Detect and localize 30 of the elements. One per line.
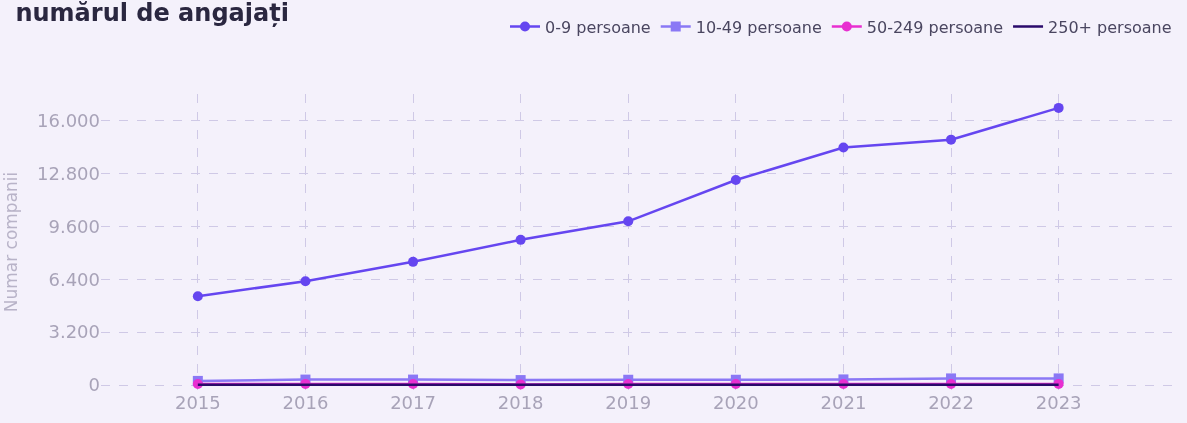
point — [408, 256, 419, 267]
y-tick-label: 3.200 — [48, 321, 100, 343]
point — [192, 291, 203, 302]
point — [1053, 102, 1064, 113]
y-axis-title: Numar companii — [0, 171, 21, 313]
x-tick-label: 2023 — [1035, 392, 1082, 413]
x-tick-label: 2022 — [928, 392, 974, 413]
chart-title: numărul de angajați — [15, 0, 289, 28]
y-tick-label: 9.600 — [48, 215, 100, 237]
point — [300, 276, 311, 287]
x-tick-label: 2015 — [174, 392, 221, 413]
x-tick-label: 2019 — [605, 392, 652, 413]
point — [623, 216, 634, 227]
legend-label: 250+ persoane — [1048, 17, 1172, 37]
y-tick-label: 6.400 — [48, 268, 100, 290]
x-tick-label: 2018 — [497, 392, 544, 413]
x-tick-label: 2020 — [712, 392, 759, 413]
point — [838, 142, 849, 153]
point — [515, 234, 526, 245]
x-tick-label: 2017 — [390, 392, 436, 413]
point — [730, 174, 741, 185]
x-tick-label: 2021 — [820, 392, 867, 413]
x-tick-label: 2016 — [282, 392, 329, 413]
point — [946, 134, 957, 145]
y-tick-label: 12.800 — [37, 162, 100, 184]
legend-label: 50-249 persoane — [866, 17, 1004, 37]
y-tick-label: 0 — [88, 374, 100, 396]
legend-label: 0-9 persoane — [545, 17, 651, 37]
legend-label: 10-49 persoane — [695, 17, 822, 37]
y-tick-label: 16.000 — [37, 109, 100, 131]
